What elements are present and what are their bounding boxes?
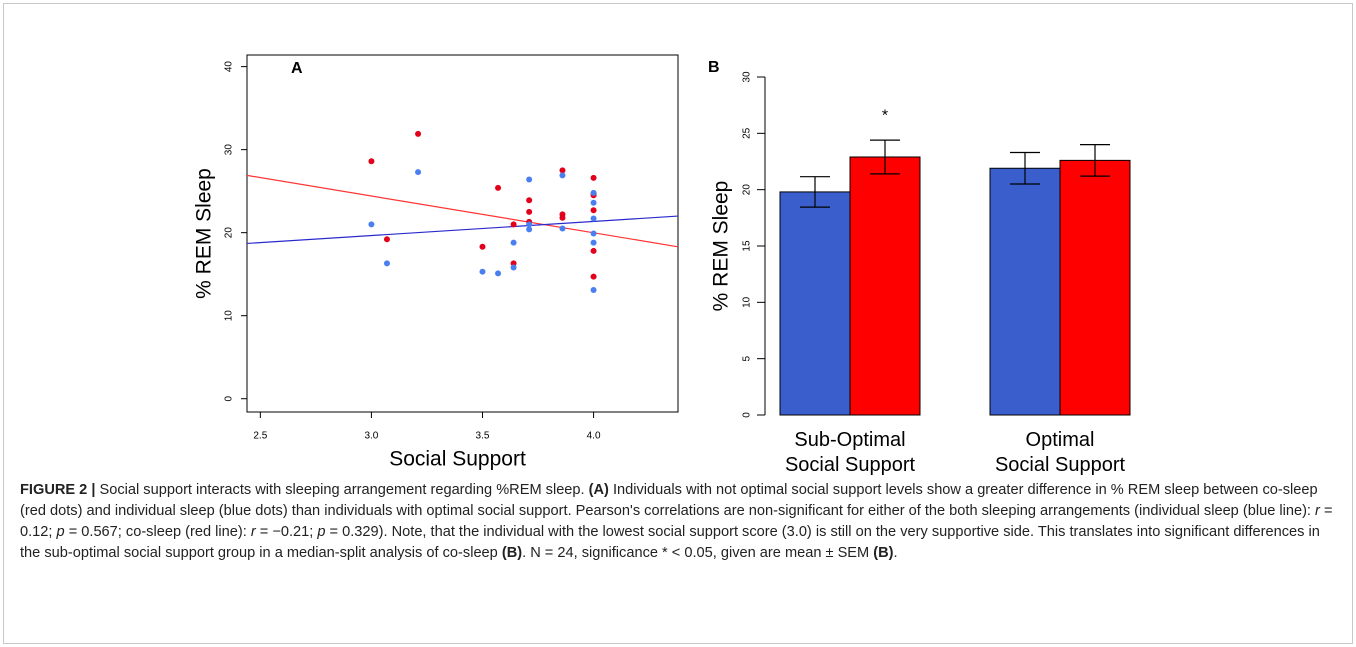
y-tick-label: 30 bbox=[224, 144, 235, 156]
x-tick-label: 2.5 bbox=[253, 431, 267, 442]
y-tick-label: 10 bbox=[224, 310, 235, 322]
scatter-point bbox=[495, 270, 502, 277]
panel-label: A bbox=[291, 60, 303, 77]
plot-frame bbox=[246, 54, 679, 413]
caption-symbol: r bbox=[1315, 503, 1320, 519]
caption-ref: (A) bbox=[588, 482, 609, 498]
caption-symbol: p bbox=[56, 524, 65, 540]
y-axis-label: % REM Sleep bbox=[193, 168, 216, 299]
error-bar bbox=[800, 176, 830, 208]
caption-label: FIGURE 2 | bbox=[20, 482, 96, 498]
scatter-point bbox=[590, 199, 597, 206]
y-tick-label: 10 bbox=[742, 296, 753, 308]
scatter-point bbox=[559, 214, 566, 221]
scatter-point bbox=[383, 236, 390, 243]
x-tick-label: Sub-Optimal Social Support bbox=[784, 429, 916, 476]
scatter-point bbox=[590, 230, 597, 237]
fit-line bbox=[246, 215, 679, 245]
caption-text: = 0.567; co-sleep (red line): bbox=[64, 524, 251, 540]
caption-ref: (B) bbox=[873, 545, 894, 561]
bar bbox=[779, 191, 851, 416]
scatter-point bbox=[590, 247, 597, 254]
caption-symbol: r bbox=[250, 524, 256, 540]
figure: 2.5 3.0 3.5 4.0 0 10 20 30 40 Social Support % REM… bbox=[193, 54, 1131, 471]
scatter-point bbox=[368, 221, 375, 228]
error-bar bbox=[870, 139, 900, 175]
x-axis-label: Social Support bbox=[389, 448, 526, 471]
scatter-point bbox=[526, 197, 533, 204]
caption-text: . bbox=[893, 545, 898, 561]
scatter-point bbox=[590, 207, 597, 214]
fit-line bbox=[246, 174, 679, 248]
scatter-point bbox=[415, 169, 422, 176]
scatter-point bbox=[526, 226, 533, 233]
caption-text: Individuals with not optimal social supp… bbox=[20, 482, 1322, 519]
caption: FIGURE 2 | Social support interacts with… bbox=[20, 480, 1335, 564]
scatter-point bbox=[368, 158, 375, 165]
y-tick-label: 0 bbox=[742, 412, 753, 418]
scatter-point bbox=[559, 167, 566, 174]
scatter-point bbox=[526, 176, 533, 183]
scatter-point bbox=[559, 225, 566, 232]
scatter-point bbox=[510, 260, 517, 267]
scatter-point bbox=[526, 221, 533, 228]
error-bar bbox=[1080, 144, 1110, 177]
caption-ref: (B) bbox=[501, 545, 523, 561]
scatter-point bbox=[590, 273, 597, 280]
bar bbox=[849, 156, 921, 416]
significance-mark: * bbox=[882, 107, 888, 124]
y-tick-label: 30 bbox=[742, 71, 753, 83]
scatter-point bbox=[383, 260, 390, 267]
scatter-point bbox=[590, 286, 597, 293]
y-tick-label: 5 bbox=[742, 355, 753, 361]
y-tick-label: 25 bbox=[742, 127, 753, 139]
scatter-point bbox=[590, 215, 597, 222]
error-bar bbox=[1010, 151, 1040, 185]
x-tick-label: 4.0 bbox=[587, 431, 601, 442]
figure-frame bbox=[3, 3, 1353, 644]
caption-text: = 0.329). Note, that the individual with… bbox=[20, 524, 1324, 561]
scatter-point bbox=[495, 184, 502, 191]
x-tick-label: 3.5 bbox=[476, 431, 490, 442]
x-tick-label: 3.0 bbox=[364, 431, 378, 442]
y-tick-label: 40 bbox=[224, 61, 235, 73]
scatter-point bbox=[590, 189, 597, 196]
y-tick-label: 15 bbox=[742, 240, 753, 252]
y-axis-label: % REM Sleep bbox=[710, 181, 733, 312]
panel-label: B bbox=[708, 59, 720, 76]
bar bbox=[1059, 159, 1131, 416]
scatter-point bbox=[479, 268, 486, 275]
caption-symbol: p bbox=[317, 524, 326, 540]
scatter-point bbox=[510, 221, 517, 228]
caption-text: . N = 24, significance * < 0.05, given a… bbox=[522, 545, 874, 561]
scatter-point bbox=[479, 243, 486, 250]
y-tick-label: 20 bbox=[742, 184, 753, 196]
scatter-point bbox=[590, 174, 597, 181]
scatter-point bbox=[510, 264, 517, 271]
x-tick-label: Optimal Social Support bbox=[994, 429, 1126, 476]
scatter-point bbox=[559, 172, 566, 179]
bar bbox=[989, 167, 1061, 416]
scatter-point bbox=[415, 130, 422, 137]
caption-text: = 0.12; bbox=[20, 503, 1337, 540]
y-tick-label: 20 bbox=[224, 227, 235, 239]
scatter-point bbox=[526, 208, 533, 215]
y-tick-label: 0 bbox=[224, 395, 235, 401]
scatter-point bbox=[590, 239, 597, 246]
scatter-point bbox=[510, 239, 517, 246]
caption-text: Social support interacts with sleeping a… bbox=[95, 482, 589, 498]
caption-text: = −0.21; bbox=[255, 524, 318, 540]
